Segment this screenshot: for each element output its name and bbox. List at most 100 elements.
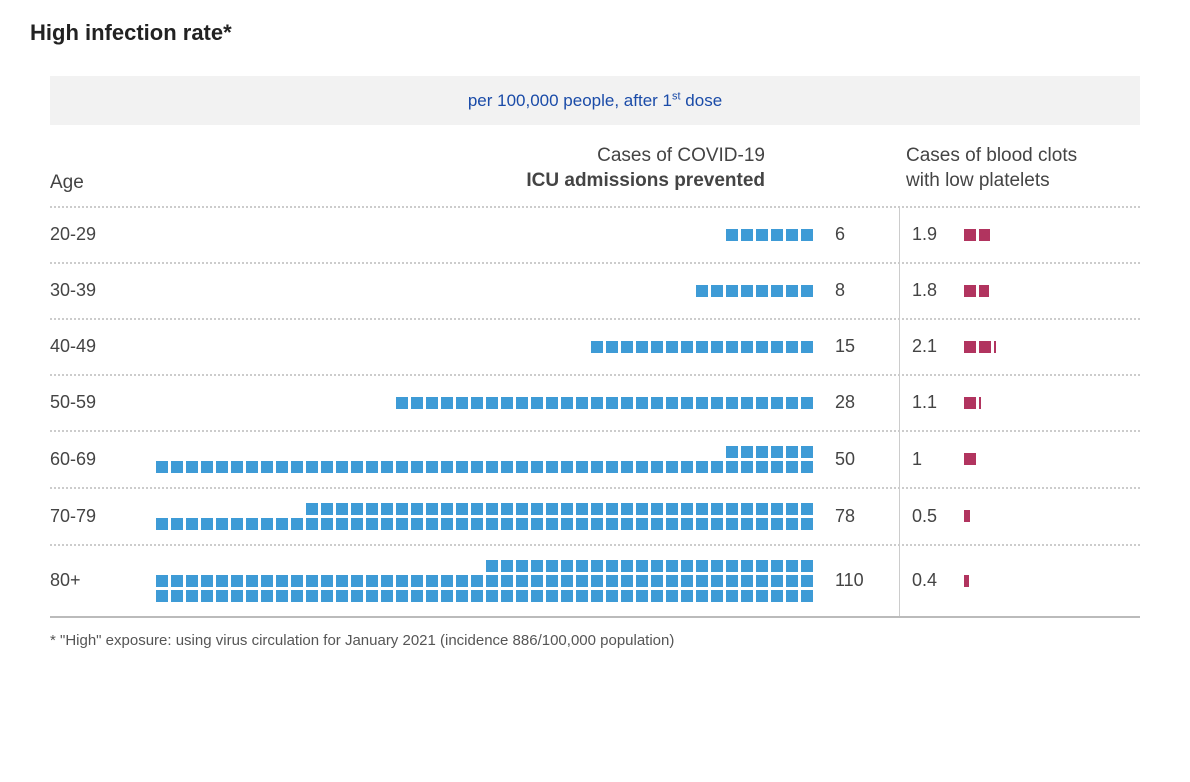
unit-block [546, 397, 558, 409]
unit-block [306, 461, 318, 473]
data-row: 70-79780.5 [50, 489, 1140, 546]
unit-block [756, 461, 768, 473]
benefit-blocks [150, 229, 827, 241]
unit-block [366, 518, 378, 530]
unit-block [366, 590, 378, 602]
benefit-blocks [150, 560, 827, 602]
benefit-value: 28 [827, 392, 887, 413]
unit-block [801, 503, 813, 515]
unit-block [231, 518, 243, 530]
unit-block [456, 518, 468, 530]
unit-block [351, 518, 363, 530]
unit-block [471, 397, 483, 409]
unit-block [726, 518, 738, 530]
unit-block [471, 461, 483, 473]
unit-block [531, 590, 543, 602]
unit-block [741, 397, 753, 409]
unit-block [216, 590, 228, 602]
unit-block [471, 503, 483, 515]
unit-block [771, 397, 783, 409]
benefit-value: 15 [827, 336, 887, 357]
risk-value: 0.4 [912, 570, 960, 591]
unit-block [651, 575, 663, 587]
unit-block [651, 590, 663, 602]
unit-block [681, 575, 693, 587]
unit-block [621, 397, 633, 409]
unit-block [516, 503, 528, 515]
unit-block [741, 590, 753, 602]
unit-block [261, 518, 273, 530]
unit-block [666, 560, 678, 572]
unit-block [741, 560, 753, 572]
unit-block [381, 503, 393, 515]
unit-block [261, 461, 273, 473]
unit-block [756, 560, 768, 572]
unit-block [681, 518, 693, 530]
unit-block [771, 590, 783, 602]
unit-block [486, 590, 498, 602]
unit-block [621, 341, 633, 353]
benefit-blocks [150, 341, 827, 353]
unit-block [261, 590, 273, 602]
unit-block [756, 446, 768, 458]
data-row: 60-69501 [50, 432, 1140, 489]
unit-block [216, 518, 228, 530]
unit-block [171, 461, 183, 473]
unit-block [741, 518, 753, 530]
unit-block [516, 560, 528, 572]
unit-block [546, 560, 558, 572]
unit-block [606, 461, 618, 473]
unit-block [711, 503, 723, 515]
unit-block [786, 590, 798, 602]
unit-block [411, 461, 423, 473]
unit-block [456, 461, 468, 473]
unit-block [471, 518, 483, 530]
unit-block [801, 518, 813, 530]
unit-block [411, 503, 423, 515]
unit-block [636, 590, 648, 602]
unit-block [964, 341, 976, 353]
unit-block [501, 560, 513, 572]
unit-block [801, 397, 813, 409]
unit-block [651, 560, 663, 572]
unit-block [441, 503, 453, 515]
unit-block [726, 503, 738, 515]
unit-block [741, 229, 753, 241]
header-benefit: Cases of COVID-19 ICU admissions prevent… [150, 143, 779, 194]
unit-block [771, 518, 783, 530]
unit-block [964, 229, 976, 241]
unit-block [396, 590, 408, 602]
age-label: 20-29 [50, 224, 150, 245]
unit-block [681, 397, 693, 409]
unit-block [261, 575, 273, 587]
unit-block [531, 575, 543, 587]
unit-block [591, 503, 603, 515]
unit-block [156, 575, 168, 587]
unit-block [276, 461, 288, 473]
unit-block [441, 518, 453, 530]
unit-block [636, 503, 648, 515]
unit-block [696, 518, 708, 530]
unit-block [636, 575, 648, 587]
unit-block [786, 397, 798, 409]
unit-block [186, 575, 198, 587]
column-divider [899, 320, 900, 374]
benefit-blocks [150, 446, 827, 473]
unit-block [306, 575, 318, 587]
unit-block [606, 575, 618, 587]
unit-block [681, 461, 693, 473]
unit-block [516, 397, 528, 409]
unit-block [396, 461, 408, 473]
unit-block [546, 590, 558, 602]
unit-block [351, 461, 363, 473]
unit-block [591, 397, 603, 409]
unit-block [711, 590, 723, 602]
unit-block [786, 503, 798, 515]
unit-block [336, 461, 348, 473]
unit-block [771, 229, 783, 241]
unit-block [756, 229, 768, 241]
unit-block [741, 446, 753, 458]
unit-block [979, 341, 991, 353]
unit-block [531, 397, 543, 409]
unit-block [561, 397, 573, 409]
